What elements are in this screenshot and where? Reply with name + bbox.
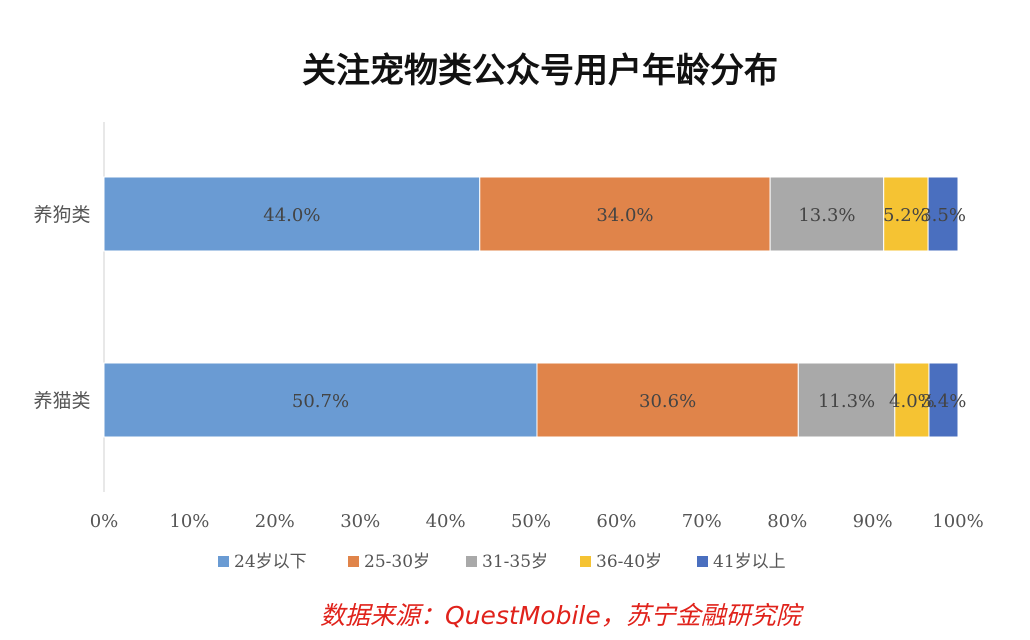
legend-label-1: 25-30岁 <box>364 552 430 572</box>
data-label-0-0: 44.0% <box>263 205 320 226</box>
x-tick-label-7: 70% <box>682 511 722 532</box>
legend-swatch-4 <box>697 556 708 567</box>
x-axis-ticks: 0% 10% 20% 30% 40% 50% 60% 70% 80% 90% 100% <box>90 511 984 532</box>
data-label-1-2: 11.3% <box>818 391 875 412</box>
legend-label-2: 31-35岁 <box>482 552 548 572</box>
data-label-0-1: 34.0% <box>596 205 653 226</box>
bar-segments <box>103 176 959 438</box>
bar-segment-0-1 <box>479 176 771 252</box>
x-tick-label-2: 20% <box>255 511 295 532</box>
bar-segment-0-4 <box>927 176 959 252</box>
data-label-1-3: 4.0% <box>889 391 935 412</box>
legend-label-0: 24岁以下 <box>234 552 307 572</box>
data-label-0-4: 3.5% <box>920 205 966 226</box>
bar-segment-0-2 <box>769 176 885 252</box>
bar-segment-1-4 <box>928 362 959 438</box>
data-label-0-3: 5.2% <box>883 205 929 226</box>
x-tick-label-6: 60% <box>596 511 636 532</box>
legend-label-3: 36-40岁 <box>596 552 662 572</box>
data-label-1-0: 50.7% <box>292 391 349 412</box>
legend-label-4: 41岁以上 <box>713 552 786 572</box>
x-tick-label-8: 80% <box>767 511 807 532</box>
x-tick-label-3: 30% <box>340 511 380 532</box>
legend-swatch-3 <box>580 556 591 567</box>
data-labels: 44.0% 34.0% 13.3% 5.2%3.5% 50.7% 30.6% 11.3% 4.… <box>263 205 966 412</box>
legend-swatch-2 <box>466 556 477 567</box>
data-label-0-2: 13.3% <box>798 205 855 226</box>
category-label-1: 养猫类 <box>33 390 90 412</box>
x-tick-label-9: 90% <box>853 511 893 532</box>
x-tick-label-0: 0% <box>90 511 119 532</box>
bar-segment-0-0 <box>103 176 481 252</box>
x-tick-label-1: 10% <box>169 511 209 532</box>
source-note: 数据来源：QuestMobile，苏宁金融研究院 <box>320 601 801 630</box>
x-tick-label-10: 100% <box>932 511 983 532</box>
chart-title: 关注宠物类公众号用户年龄分布 <box>302 51 778 91</box>
category-label-0: 养狗类 <box>33 204 90 226</box>
bar-segment-1-2 <box>797 362 896 438</box>
x-tick-label-5: 50% <box>511 511 551 532</box>
data-label-1-1: 30.6% <box>639 391 696 412</box>
bar-segment-1-0 <box>103 362 538 438</box>
legend-swatch-0 <box>218 556 229 567</box>
legend-swatch-1 <box>348 556 359 567</box>
legend: 24岁以下 25-30岁 31-35岁 36-40岁 41岁以上 <box>218 552 786 572</box>
data-label-1-4: 3.4% <box>921 391 967 412</box>
x-tick-label-4: 40% <box>426 511 466 532</box>
bar-segment-1-3 <box>894 362 930 438</box>
